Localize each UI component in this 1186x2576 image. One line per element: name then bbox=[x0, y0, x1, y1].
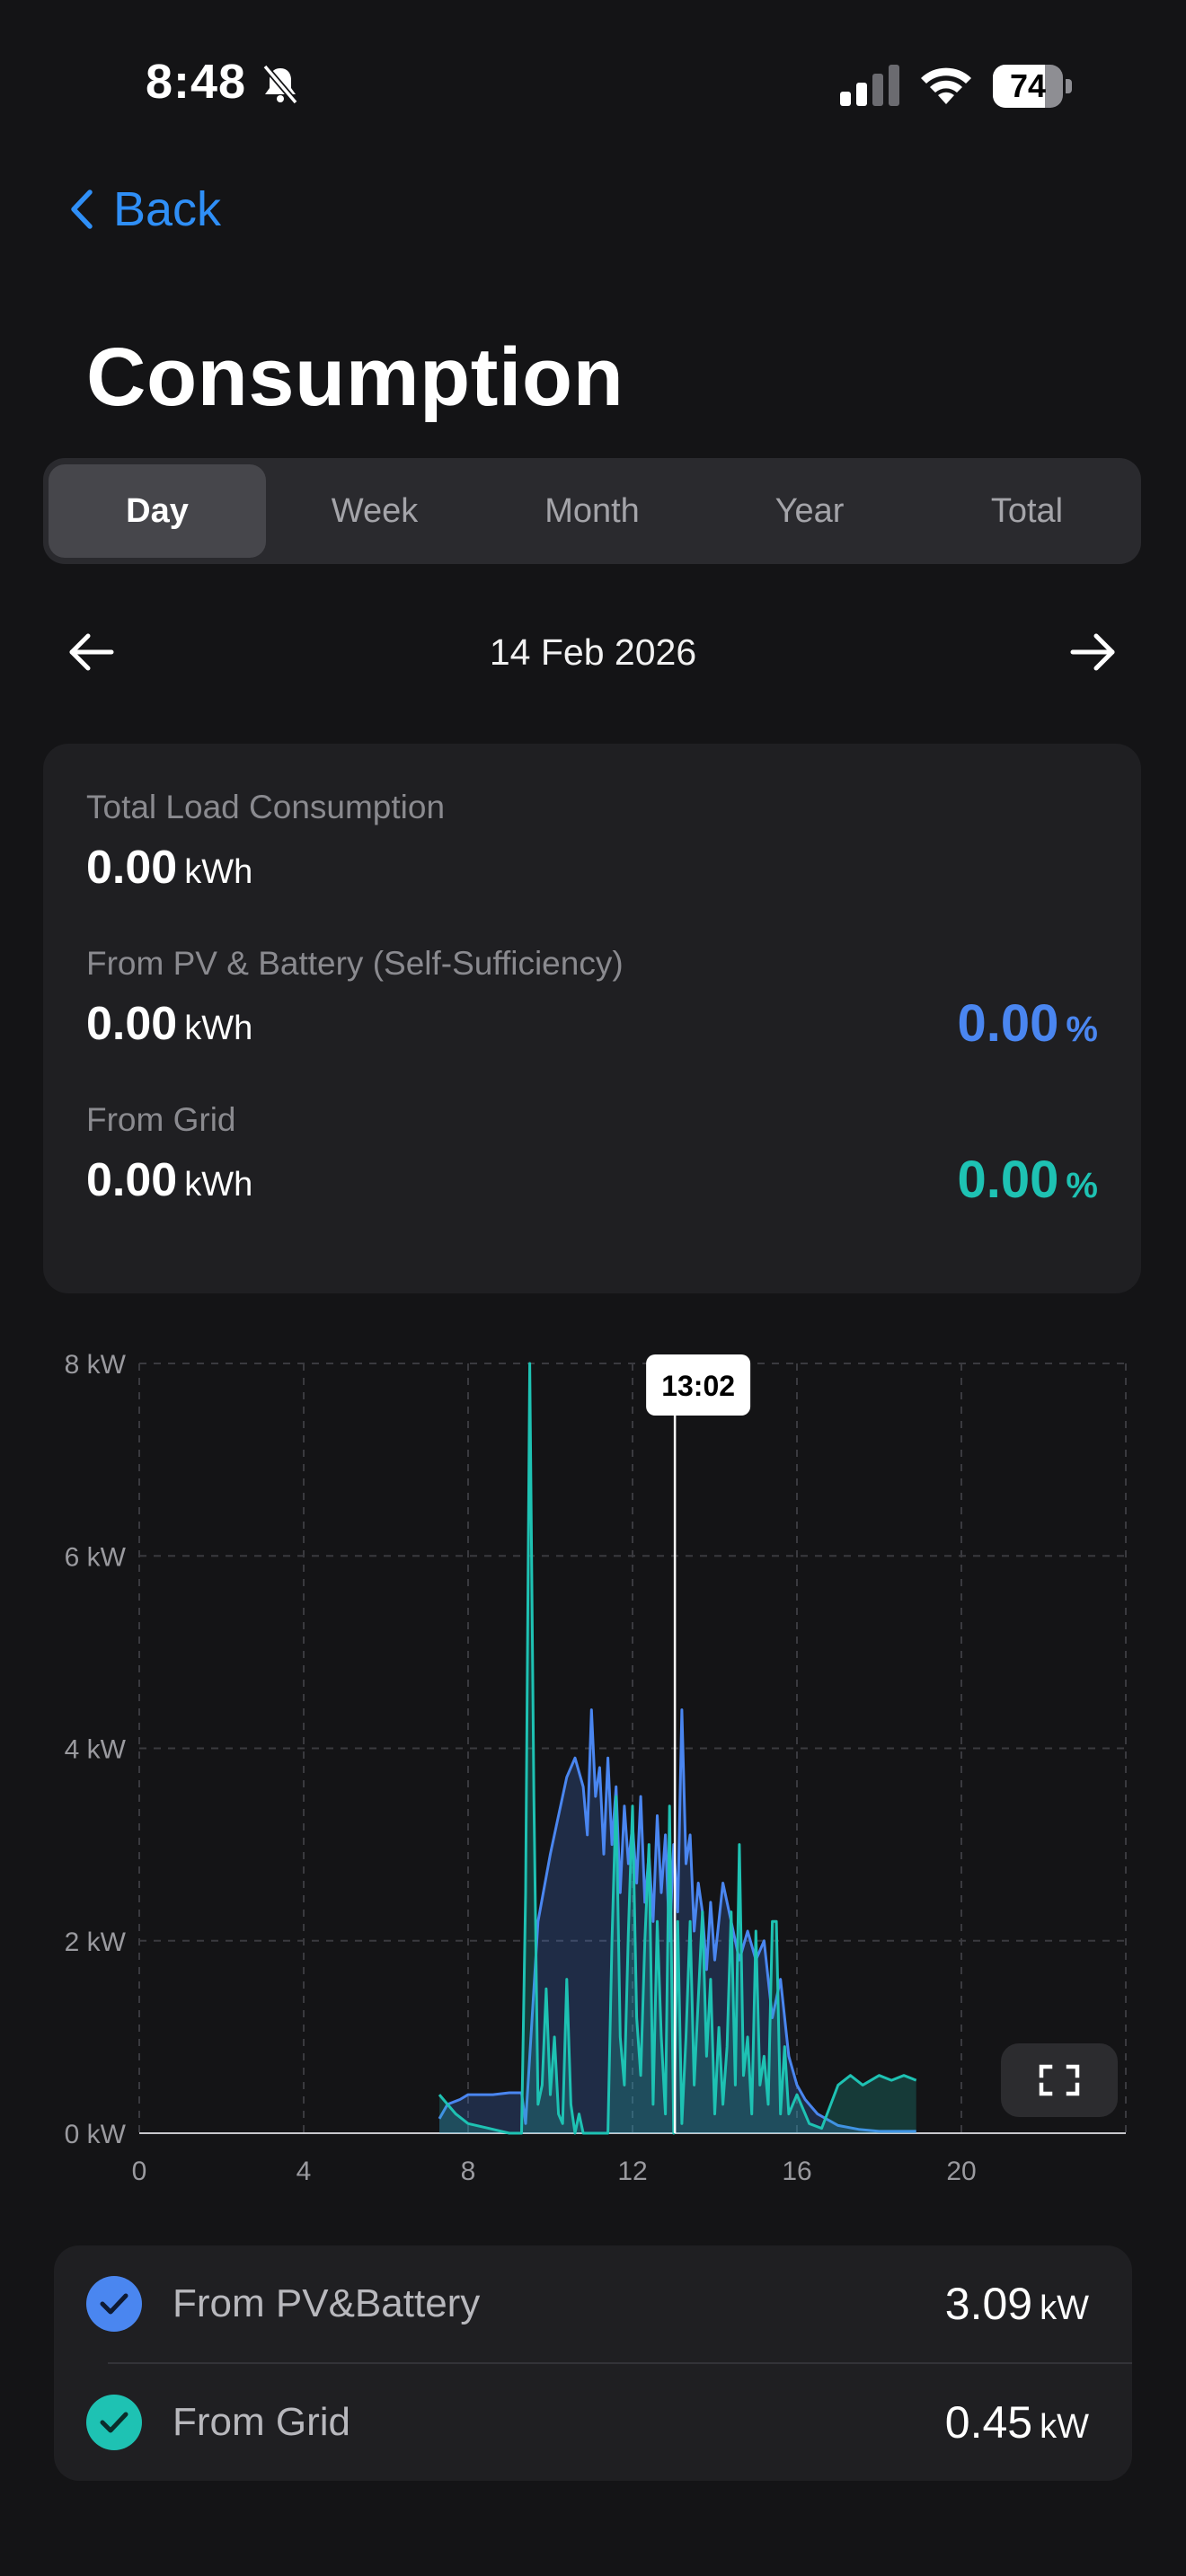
legend-item-grid[interactable]: From Grid 0.45 kW bbox=[54, 2364, 1132, 2481]
legend-item-pv-battery[interactable]: From PV&Battery 3.09 kW bbox=[54, 2245, 1132, 2362]
y-tick-label: 8 kW bbox=[65, 1350, 127, 1380]
battery-icon: 74 bbox=[993, 65, 1072, 108]
grid-percent: 0.00% bbox=[957, 1151, 1098, 1209]
wifi-icon bbox=[921, 67, 971, 104]
series-line-grid bbox=[438, 1362, 917, 2135]
y-tick-label: 0 kW bbox=[65, 2120, 127, 2149]
back-label: Back bbox=[113, 182, 222, 236]
y-tick-label: 6 kW bbox=[65, 1542, 127, 1572]
fullscreen-icon bbox=[1039, 2064, 1080, 2096]
legend-divider bbox=[108, 2362, 1132, 2364]
chart-cursor-time: 13:02 bbox=[661, 1370, 735, 1402]
page-title: Consumption bbox=[86, 331, 624, 423]
grid-label: From Grid bbox=[86, 1101, 236, 1138]
consumption-chart[interactable]: 0 kW 2 kW 4 kW 6 kW 8 kW 0 4 8 12 16 20 13:02 bbox=[0, 1320, 1186, 2201]
checkmark-icon[interactable] bbox=[86, 2395, 142, 2450]
chart-cursor-tooltip bbox=[646, 1354, 751, 1416]
status-time: 8:48 bbox=[146, 55, 247, 109]
tab-year[interactable]: Year bbox=[774, 491, 845, 530]
date-label: 14 Feb 2026 bbox=[489, 631, 697, 673]
x-tick-label: 8 bbox=[461, 2157, 476, 2186]
summary-card: Total Load Consumption 0.00 kWh From PV &… bbox=[43, 744, 1141, 1293]
legend-value: 0.45 kW bbox=[944, 2397, 1089, 2448]
tab-day[interactable]: Day bbox=[49, 464, 266, 558]
arrow-right-icon[interactable] bbox=[1066, 625, 1120, 679]
x-tick-label: 16 bbox=[782, 2157, 811, 2186]
legend-label: From Grid bbox=[173, 2400, 350, 2444]
pv-battery-label: From PV & Battery (Self-Sufficiency) bbox=[86, 945, 624, 982]
self-sufficiency-percent: 0.00% bbox=[957, 994, 1098, 1053]
chevron-left-icon bbox=[71, 190, 93, 229]
y-tick-label: 4 kW bbox=[65, 1735, 127, 1765]
expand-chart-button[interactable] bbox=[1001, 2043, 1118, 2117]
battery-level: 74 bbox=[1009, 67, 1047, 104]
legend-value: 3.09 kW bbox=[944, 2279, 1089, 2329]
grid-value: 0.00 kWh bbox=[86, 1154, 253, 1206]
chart-legend: From PV&Battery 3.09 kW From Grid 0.45 kW bbox=[54, 2245, 1132, 2481]
arrow-left-icon[interactable] bbox=[65, 625, 119, 679]
back-button[interactable]: Back bbox=[70, 178, 221, 241]
total-consumption-value: 0.00 kWh bbox=[86, 842, 253, 894]
tab-month[interactable]: Month bbox=[544, 491, 640, 530]
pv-battery-value: 0.00 kWh bbox=[86, 998, 253, 1050]
x-tick-label: 4 bbox=[296, 2157, 312, 2186]
tab-week[interactable]: Week bbox=[331, 491, 419, 530]
x-tick-label: 0 bbox=[132, 2157, 147, 2186]
legend-label: From PV&Battery bbox=[173, 2281, 481, 2325]
total-consumption-label: Total Load Consumption bbox=[86, 789, 446, 825]
cellular-signal-icon bbox=[840, 65, 899, 106]
x-tick-label: 12 bbox=[617, 2157, 647, 2186]
series-line-pv-battery bbox=[438, 1708, 916, 2133]
checkmark-icon[interactable] bbox=[86, 2276, 142, 2332]
bell-slash-icon bbox=[262, 64, 298, 105]
y-tick-label: 2 kW bbox=[65, 1928, 127, 1957]
period-segmented-control: Day Week Month Year Total bbox=[43, 458, 1141, 564]
tab-total[interactable]: Total bbox=[990, 491, 1064, 530]
x-tick-label: 20 bbox=[946, 2157, 976, 2186]
